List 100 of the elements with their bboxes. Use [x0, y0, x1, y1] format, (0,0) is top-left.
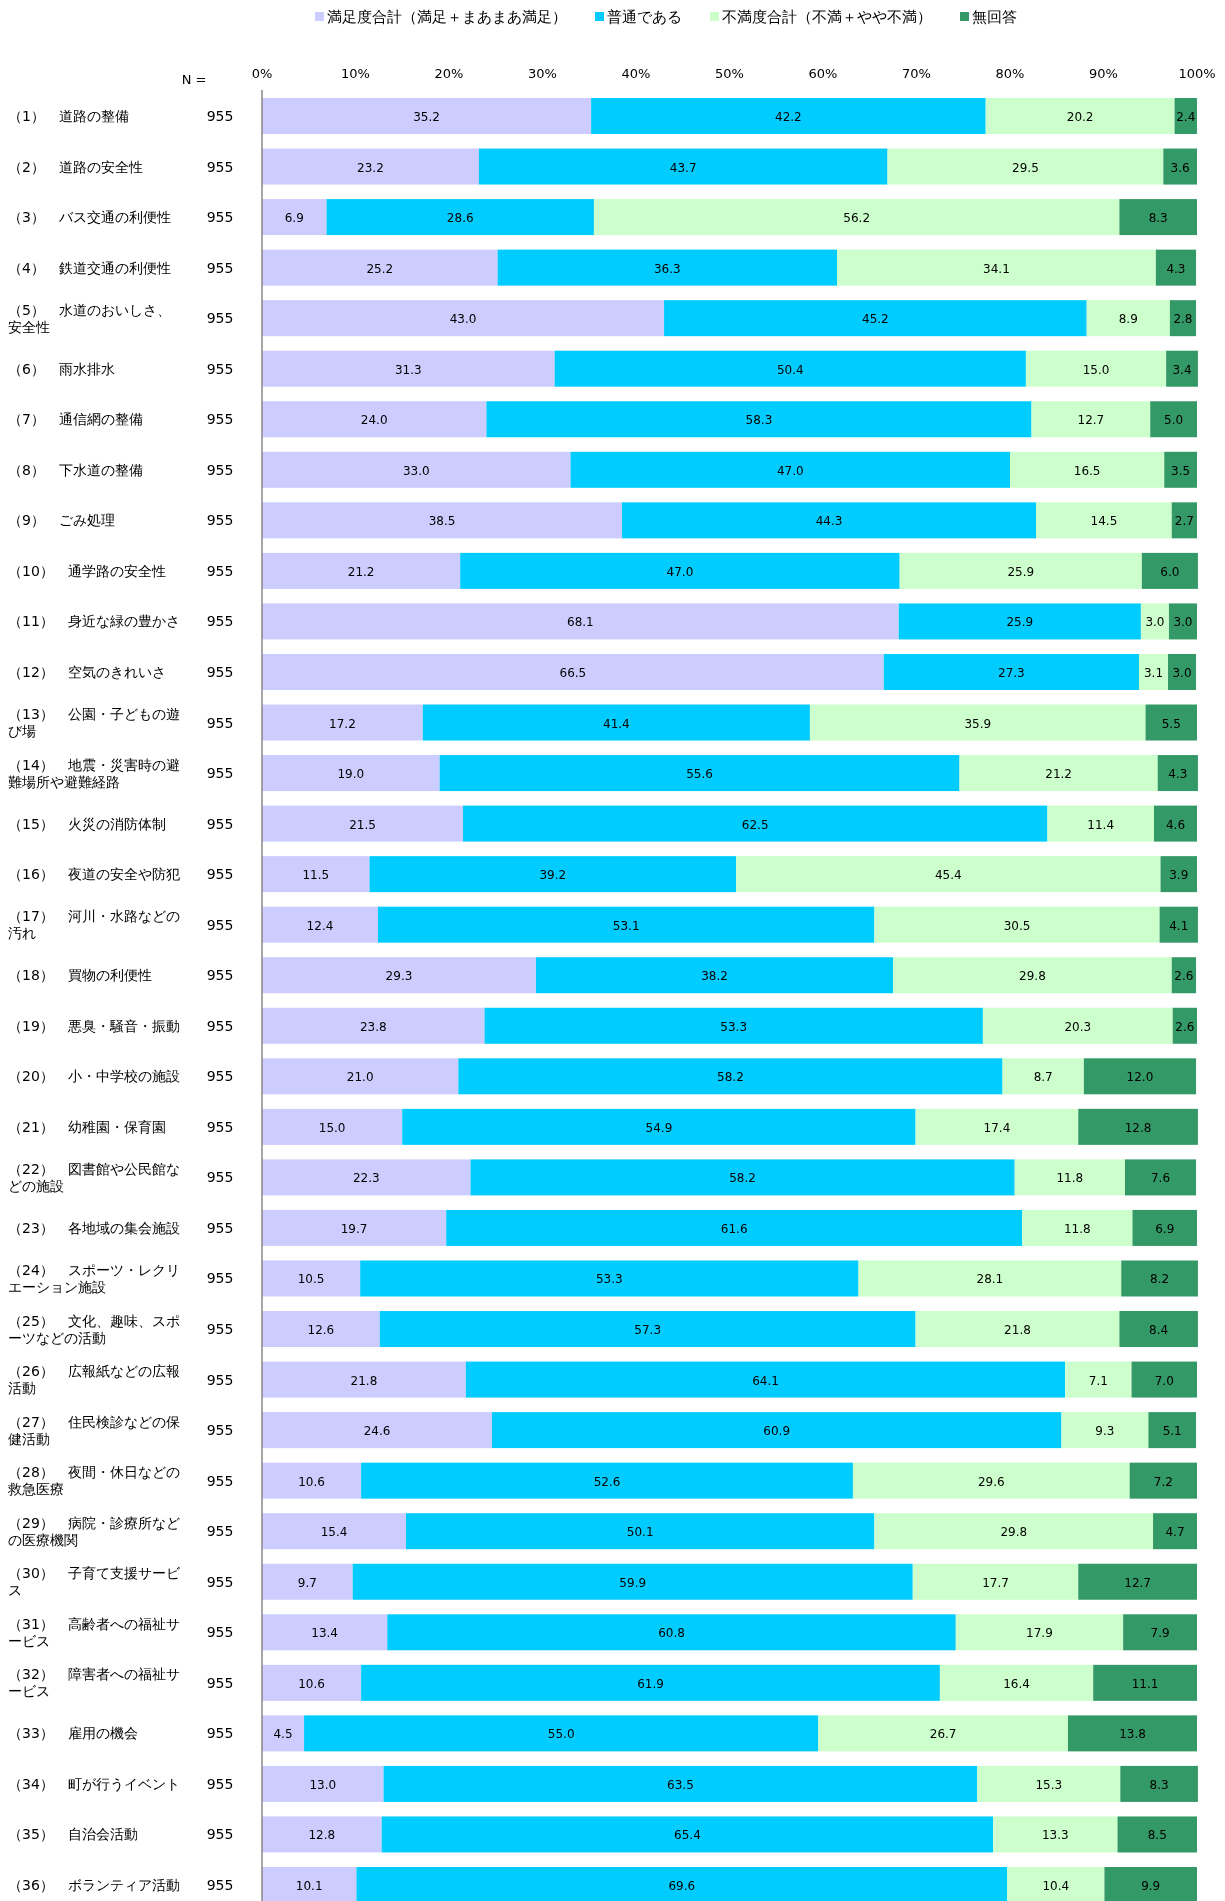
data-label: 12.0	[1126, 1070, 1154, 1085]
data-label: 8.3	[1149, 1777, 1169, 1792]
data-label: 11.5	[302, 868, 330, 883]
data-label: 4.6	[1165, 817, 1186, 832]
data-label: 52.6	[593, 1474, 621, 1489]
bar	[262, 98, 592, 134]
bar	[361, 1462, 853, 1499]
text: 955	[206, 512, 234, 529]
bar	[915, 1108, 1079, 1145]
text: 955	[206, 1371, 234, 1388]
data-label: 12.7	[1077, 413, 1105, 428]
bar	[262, 755, 440, 792]
bar	[899, 552, 1142, 589]
data-label: 29.5	[1012, 160, 1039, 175]
data-label: 50.4	[776, 362, 804, 377]
bar	[621, 502, 1037, 539]
data-label: 29.3	[385, 969, 413, 984]
data-label: 17.2	[329, 716, 356, 731]
text: 955	[206, 562, 234, 579]
bar	[360, 1260, 859, 1297]
data-label: 5.1	[1162, 1424, 1182, 1439]
bar	[1125, 1159, 1197, 1196]
data-label: 56.2	[843, 211, 871, 226]
data-label: 8.2	[1150, 1272, 1170, 1287]
bar	[915, 1311, 1120, 1348]
y-tick-label: （35） 自治会活動	[8, 1826, 138, 1843]
data-label: 65.4	[674, 1828, 701, 1843]
y-tick-label: （29） 病院・診療所などの医療機関	[8, 1514, 180, 1548]
bar	[486, 401, 1032, 438]
bar	[262, 1361, 466, 1398]
legend-label: 無回答	[972, 8, 1017, 26]
bar	[887, 148, 1164, 185]
bar	[379, 1311, 916, 1348]
data-label: 2.7	[1174, 514, 1194, 529]
data-label: 42.2	[775, 110, 802, 124]
bar	[262, 653, 884, 690]
x-tick-label: 80%	[995, 66, 1025, 81]
y-tick-label: （2） 道路の安全性	[8, 158, 143, 175]
data-label: 23.2	[357, 160, 384, 175]
data-label: 9.3	[1095, 1424, 1115, 1439]
data-label: 2.8	[1173, 312, 1193, 327]
data-label: 38.5	[428, 514, 456, 529]
bar	[458, 1058, 1003, 1095]
data-label: 59.9	[619, 1575, 647, 1590]
bar	[912, 1563, 1079, 1600]
y-tick-label: （34） 町が行うイベント	[8, 1775, 180, 1792]
data-label: 20.2	[1066, 110, 1094, 124]
bar	[982, 1007, 1173, 1044]
data-label: 63.5	[667, 1777, 694, 1792]
bar	[1120, 1765, 1198, 1802]
bar	[492, 1412, 1062, 1449]
data-label: 9.9	[1141, 1879, 1161, 1893]
bar	[858, 1260, 1122, 1297]
bar	[463, 805, 1048, 842]
bar	[1086, 300, 1170, 337]
data-label: 4.1	[1169, 918, 1189, 933]
bar	[985, 98, 1175, 134]
bar	[1168, 653, 1197, 690]
y-tick-label: （27） 住民検診などの保健活動	[8, 1413, 180, 1447]
data-label: 15.3	[1035, 1777, 1063, 1792]
data-label: 17.4	[983, 1120, 1011, 1135]
data-label: 11.1	[1131, 1676, 1159, 1691]
data-label: 10.6	[298, 1474, 325, 1489]
y-tick-label: （36） ボランティア活動	[8, 1877, 180, 1893]
y-tick-label: （17） 河川・水路などの汚れ	[8, 908, 180, 942]
text: 955	[206, 310, 234, 327]
bar	[497, 249, 838, 286]
data-label: 4.3	[1168, 767, 1188, 782]
bar	[262, 906, 378, 943]
data-label: 61.6	[720, 1221, 748, 1236]
y-tick-label: （14） 地震・災害時の避難場所や避難経路	[8, 756, 180, 790]
bar	[1150, 401, 1197, 438]
data-label: 8.4	[1149, 1323, 1169, 1338]
x-tick-label: 10%	[341, 66, 370, 81]
text: N =	[181, 72, 207, 87]
data-label: 19.7	[340, 1221, 368, 1236]
data-label: 3.4	[1172, 362, 1192, 377]
bar	[1155, 249, 1197, 286]
text: 955	[206, 1523, 234, 1540]
y-tick-label: （24） スポーツ・レクリエーション施設	[8, 1261, 180, 1295]
bar	[1145, 704, 1197, 741]
bar	[1164, 451, 1197, 488]
bar	[852, 1462, 1130, 1499]
data-label: 41.4	[603, 716, 630, 731]
bar	[262, 1462, 362, 1499]
bar	[1078, 1108, 1198, 1145]
bar	[262, 451, 571, 488]
x-tick-label: 60%	[808, 66, 838, 81]
data-label: 15.4	[320, 1525, 348, 1540]
data-label: 58.2	[729, 1171, 756, 1186]
bar	[1131, 1361, 1197, 1398]
data-label: 17.7	[982, 1575, 1009, 1590]
bar	[1132, 1209, 1197, 1246]
bar	[874, 1513, 1154, 1550]
bar	[262, 1058, 459, 1095]
bar	[262, 805, 464, 842]
bar	[262, 1715, 305, 1752]
text: 955	[206, 1422, 234, 1439]
y-tick-label: （21） 幼稚園・保育園	[8, 1118, 166, 1135]
data-label: 11.4	[1087, 817, 1115, 832]
